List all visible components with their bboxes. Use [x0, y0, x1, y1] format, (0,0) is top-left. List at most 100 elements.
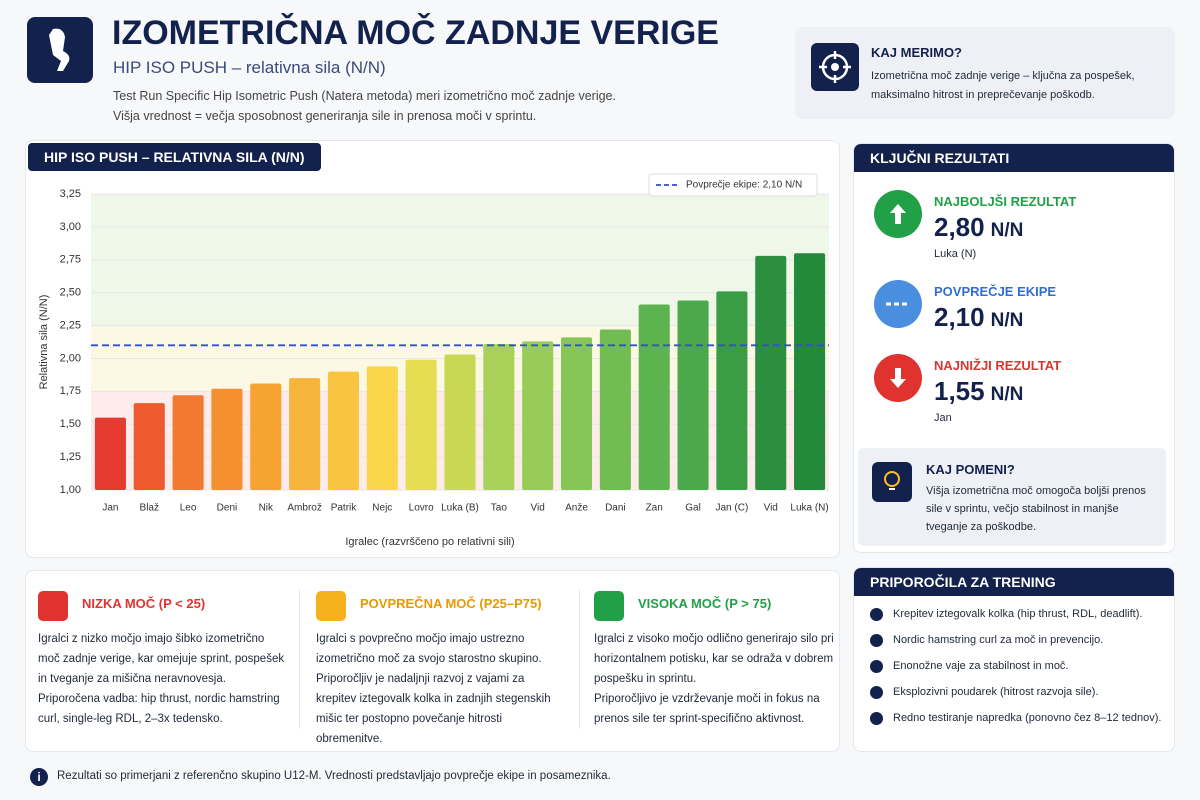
- key-results-title: KLJUČNI REZULTATI: [854, 144, 1174, 172]
- key-results: KLJUČNI REZULTATI NAJBOLJŠI REZULTAT 2,80…: [853, 143, 1175, 553]
- x-tick-label: Anže: [565, 503, 588, 514]
- chart: 1,00 1,25 1,50 1,75 2,00 2,25 2,50 2,75 3,00 3,25…: [38, 173, 829, 548]
- bar: [599, 329, 631, 490]
- value: 2,10: [934, 302, 985, 332]
- level-mid: POVPREČNA MOČ (P25–P75) Igralci s povpreč…: [316, 591, 566, 749]
- bar: [289, 378, 321, 490]
- recommendations-title: PRIPOROČILA ZA TRENING: [854, 568, 1174, 596]
- unit: N/N: [990, 220, 1024, 241]
- legend-label: Povprečje ekipe: 2,10 N/N: [686, 180, 802, 191]
- label: NAJBOLJŠI REZULTAT: [934, 194, 1077, 209]
- level-text: Igralci z visoko močjo odlično generiraj…: [594, 633, 834, 685]
- best-result: NAJBOLJŠI REZULTAT 2,80 N/N Luka (N): [874, 190, 1164, 266]
- footer: Rezultati so primerjani z referenčno sku…: [57, 770, 611, 782]
- chart-title: HIP ISO PUSH – RELATIVNA SILA (N/N): [28, 143, 321, 171]
- bar: [327, 371, 360, 490]
- recommendation-text: Nordic hamstring curl za moč in prevenci…: [893, 634, 1104, 646]
- bar: [211, 388, 243, 490]
- y-tick-label: 1,75: [60, 385, 81, 397]
- bar: [366, 366, 398, 490]
- level-title: VISOKA MOČ (P > 75): [638, 596, 772, 611]
- y-tick-label: 1,50: [60, 418, 81, 430]
- x-tick-label: Luka (N): [790, 503, 828, 514]
- level-text: Igralci s povprečno močjo imajo ustrezno…: [316, 633, 542, 665]
- y-axis-label: Relativna sila (N/N): [38, 295, 50, 390]
- y-tick-label: 2,25: [60, 319, 81, 331]
- y-tick-label: 1,25: [60, 451, 81, 463]
- level-low: NIZKA MOČ (P < 25) Igralci z nizko močjo …: [38, 591, 288, 729]
- y-tick-label: 2,00: [60, 352, 81, 364]
- x-tick-label: Jan: [102, 503, 118, 514]
- level-text: Igralci z nizko močjo imajo šibko izomet…: [38, 633, 285, 685]
- info-box: KAJ MERIMO? Izometrična moč zadnje verig…: [795, 27, 1175, 119]
- info-icon: i: [30, 768, 48, 786]
- bulb-icon: [872, 462, 912, 502]
- x-tick-label: Nejc: [372, 503, 392, 514]
- logo: [27, 17, 93, 83]
- info-text: Izometrična moč zadnje verige – ključna …: [871, 70, 1135, 101]
- team-average: POVPREČJE EKIPE 2,10 N/N: [874, 280, 1164, 356]
- target-icon: [811, 43, 859, 91]
- bar: [522, 341, 554, 490]
- recommendation-text: Krepitev iztegovalk kolka (hip thrust, R…: [893, 608, 1143, 620]
- recommendation: Enonožne vaje za stabilnost in moč.: [870, 660, 1170, 673]
- levels-card: NIZKA MOČ (P < 25) Igralci z nizko močjo …: [25, 570, 840, 752]
- player: Luka (N): [934, 248, 977, 260]
- recommendation-text: Enonožne vaje za stabilnost in moč.: [893, 660, 1069, 672]
- recommendation: Nordic hamstring curl za moč in prevenci…: [870, 634, 1170, 647]
- label: POVPREČJE EKIPE: [934, 284, 1057, 299]
- bar: [677, 300, 709, 490]
- x-tick-label: Ambrož: [287, 503, 321, 514]
- x-tick-label: Deni: [217, 503, 238, 514]
- bar: [483, 343, 515, 490]
- logo-icon: [49, 28, 70, 71]
- value: 2,80: [934, 212, 985, 242]
- recommendation-text: Eksplozivni poudarek (hitrost razvoja si…: [893, 686, 1099, 698]
- unit: N/N: [990, 310, 1024, 331]
- meaning-text: Višja izometrična moč omogoča boljši pre…: [926, 485, 1146, 533]
- x-tick-label: Patrik: [331, 503, 358, 514]
- level-title: POVPREČNA MOČ (P25–P75): [360, 596, 542, 611]
- recommendation: Eksplozivni poudarek (hitrost razvoja si…: [870, 686, 1170, 699]
- info-title: KAJ MERIMO?: [871, 45, 962, 60]
- x-tick-label: Lovro: [409, 503, 434, 514]
- recommendation-list: Krepitev iztegovalk kolka (hip thrust, R…: [870, 608, 1170, 738]
- chart-card: HIP ISO PUSH – RELATIVNA SILA (N/N) 1,00…: [25, 140, 840, 558]
- lowest-result: NAJNIŽJI REZULTAT 1,55 N/N Jan: [874, 354, 1164, 430]
- x-tick-label: Zan: [646, 503, 663, 514]
- recommendation: Redno testiranje napredka (ponovno čez 8…: [870, 712, 1170, 725]
- x-tick-label: Jan (C): [715, 503, 748, 514]
- level-extra: Priporočena vadba: hip thrust, nordic ha…: [38, 693, 280, 725]
- x-tick-label: Blaž: [140, 503, 159, 514]
- level-title: NIZKA MOČ (P < 25): [82, 596, 206, 611]
- value: 1,55: [934, 376, 985, 406]
- x-tick-label: Vid: [531, 503, 545, 514]
- y-tick-label: 1,00: [60, 484, 81, 496]
- bar: [716, 291, 748, 490]
- recommendation: Krepitev iztegovalk kolka (hip thrust, R…: [870, 608, 1170, 621]
- bar: [755, 255, 787, 490]
- x-tick-label: Dani: [605, 503, 626, 514]
- y-tick-label: 2,75: [60, 254, 81, 266]
- label: NAJNIŽJI REZULTAT: [934, 358, 1062, 373]
- x-tick-label: Vid: [764, 503, 778, 514]
- description: Test Run Specific Hip Isometric Push (Na…: [113, 89, 616, 103]
- y-tick-label: 3,25: [60, 188, 81, 200]
- bar: [444, 354, 476, 490]
- bar: [638, 304, 670, 490]
- player: Jan: [934, 412, 952, 424]
- meaning-box: KAJ POMENI? Višja izometrična moč omogoč…: [858, 448, 1166, 546]
- bar: [133, 403, 165, 490]
- x-axis-label: Igralec (razvrščeno po relativni sili): [345, 536, 514, 548]
- x-tick-label: Leo: [180, 503, 197, 514]
- bar: [250, 383, 282, 490]
- meaning-title: KAJ POMENI?: [926, 462, 1015, 477]
- level-high: VISOKA MOČ (P > 75) Igralci z visoko močj…: [594, 591, 844, 729]
- y-tick-label: 2,50: [60, 287, 81, 299]
- recommendation-text: Redno testiranje napredka (ponovno čez 8…: [893, 712, 1162, 724]
- x-tick-label: Gal: [685, 503, 701, 514]
- bar: [794, 253, 826, 490]
- x-tick-label: Nik: [259, 503, 274, 514]
- description: Višja vrednost = večja sposobnost generi…: [113, 109, 537, 123]
- bar: [94, 417, 126, 490]
